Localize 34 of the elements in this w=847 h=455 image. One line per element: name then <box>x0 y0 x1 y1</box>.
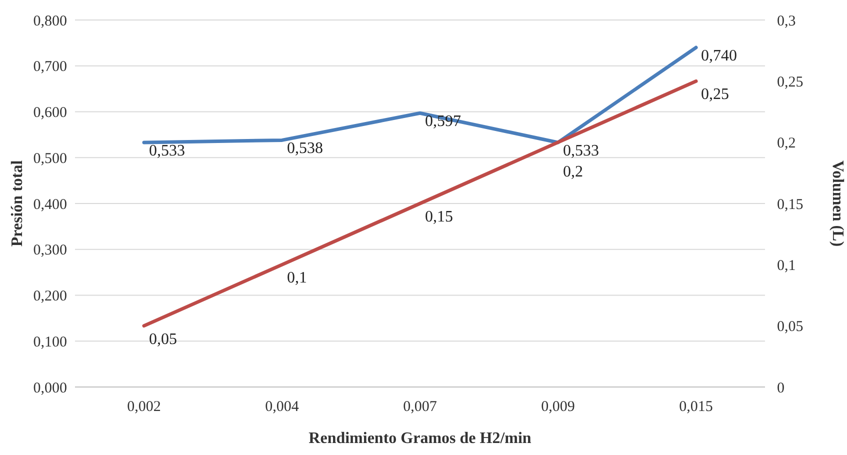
y-axis-title: Presión total <box>9 160 26 247</box>
y2-tick-label: 0,15 <box>777 196 804 213</box>
y2-tick-label: 0,2 <box>777 136 796 152</box>
data-label: 0,740 <box>701 48 737 65</box>
y2-tick-label: 0 <box>777 380 784 396</box>
data-label: 0,05 <box>149 330 177 348</box>
x-tick-label: 0,004 <box>265 399 300 415</box>
data-label: 0,538 <box>287 140 323 158</box>
y2-tick-label: 0,05 <box>777 319 804 336</box>
y-tick-label: 0,000 <box>33 380 67 396</box>
y2-tick-label: 0,1 <box>777 258 796 274</box>
x-tick-label: 0,009 <box>541 399 575 415</box>
x-tick-label: 0,015 <box>679 399 713 415</box>
data-label: 0,533 <box>563 142 599 160</box>
y-tick-label: 0,300 <box>33 242 67 259</box>
y-tick-label: 0,100 <box>33 334 67 350</box>
data-label: 0,1 <box>287 270 307 287</box>
y-tick-label: 0,200 <box>33 288 67 304</box>
y-tick-label: 0,400 <box>33 196 67 213</box>
data-label: 0,2 <box>563 163 583 180</box>
x-tick-label: 0,007 <box>403 399 438 415</box>
y2-axis-title: Volumen (L) <box>829 160 846 247</box>
data-label: 0,533 <box>149 142 185 160</box>
x-tick-label: 0,002 <box>127 399 161 415</box>
y2-tick-label: 0,25 <box>777 74 804 90</box>
x-axis-title: Rendimiento Gramos de H2/min <box>308 430 532 447</box>
line-series <box>142 79 698 328</box>
data-label: 0,15 <box>425 208 453 226</box>
y-tick-label: 0,700 <box>33 59 67 76</box>
y-tick-label: 0,800 <box>33 13 67 30</box>
data-label: 0,25 <box>701 86 729 104</box>
y2-tick-label: 0,3 <box>777 13 796 30</box>
y-tick-label: 0,500 <box>33 150 67 167</box>
y-tick-label: 0,600 <box>33 105 67 121</box>
